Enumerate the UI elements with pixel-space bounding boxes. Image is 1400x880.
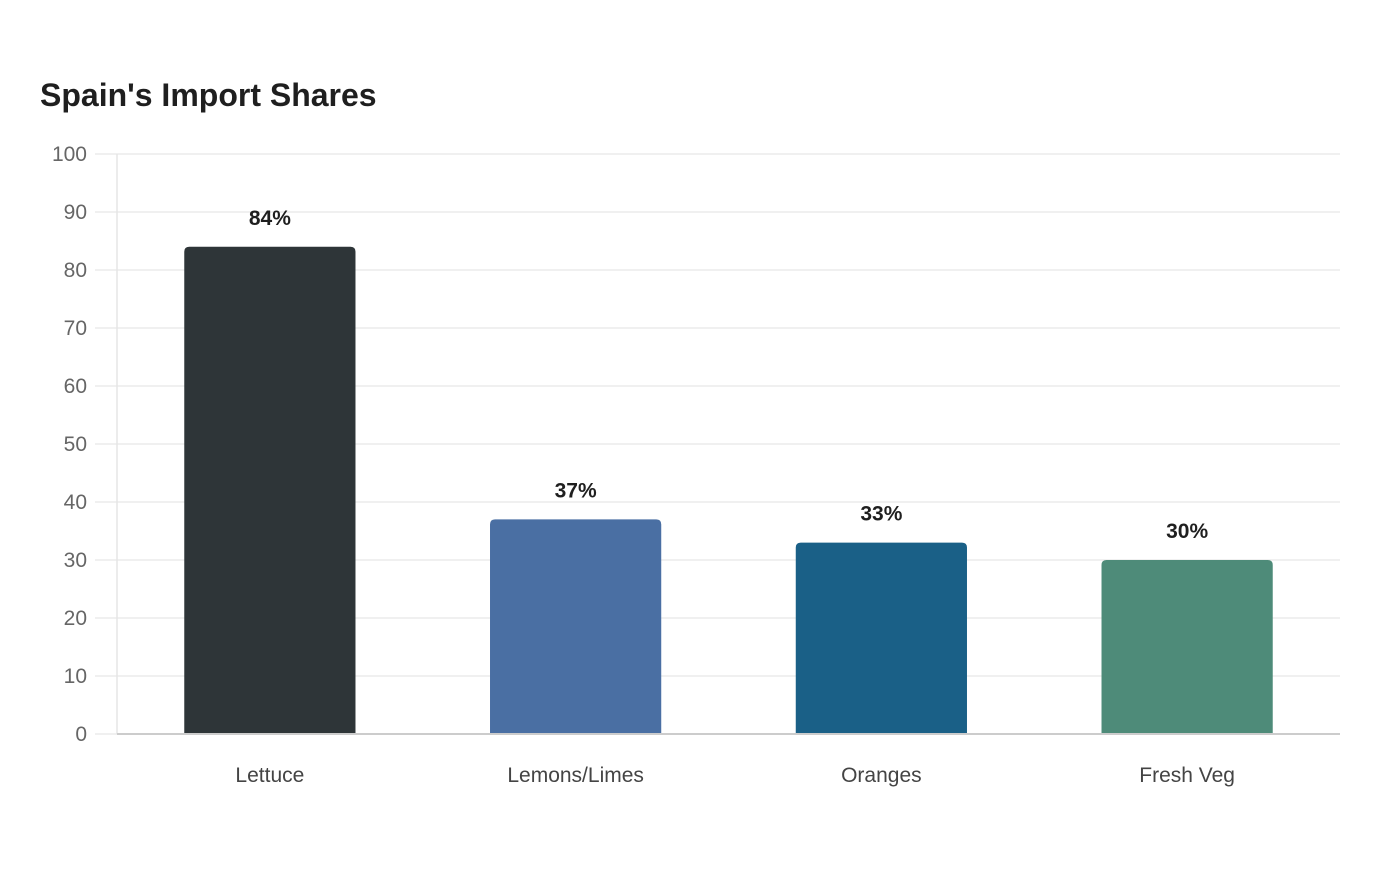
x-category-label: Lemons/Limes (507, 764, 644, 787)
bar-value-label: 84% (249, 207, 291, 230)
bar (490, 519, 662, 734)
x-axis-categories: Lettuce Lemons/Limes Oranges Fresh Veg (235, 764, 1235, 787)
x-category-label: Oranges (841, 764, 922, 787)
y-tick-label: 30 (64, 549, 87, 572)
bar (795, 542, 967, 734)
y-tick-label: 80 (64, 259, 87, 282)
chart-title: Spain's Import Shares (40, 77, 377, 113)
x-category-label: Lettuce (235, 764, 304, 787)
x-category-label: Fresh Veg (1139, 764, 1235, 787)
bar (184, 246, 356, 735)
y-tick-label: 50 (64, 433, 87, 456)
bar (1101, 560, 1273, 734)
bar-value-label: 37% (555, 479, 597, 502)
y-tick-label: 40 (64, 491, 87, 514)
bar-value-label: 33% (860, 503, 902, 526)
bar-value-label: 30% (1166, 520, 1208, 543)
y-tick-label: 20 (64, 607, 87, 630)
y-axis-ticks: 0 10 20 30 40 50 60 70 80 90 100 (52, 143, 87, 746)
y-tick-label: 90 (64, 201, 87, 224)
y-tick-label: 10 (64, 665, 87, 688)
y-tick-label: 0 (75, 723, 87, 746)
y-tick-label: 100 (52, 143, 87, 166)
y-tick-label: 60 (64, 375, 87, 398)
bars (184, 246, 1273, 735)
value-labels: 84% 37% 33% 30% (249, 207, 1209, 543)
y-tick-label: 70 (64, 317, 87, 340)
